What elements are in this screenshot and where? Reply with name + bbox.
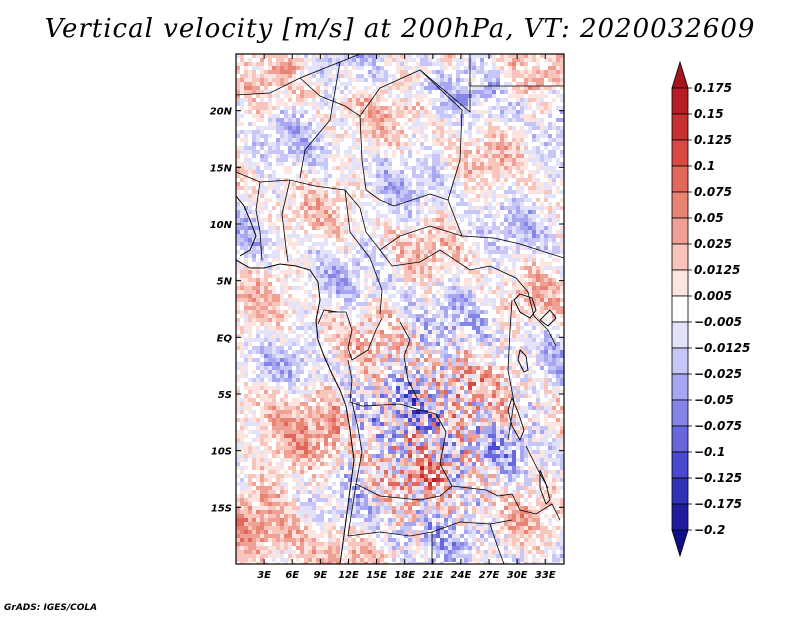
colorbar-label: 0.0125 [694, 263, 740, 277]
colorbar-swatch [671, 243, 689, 271]
country-borders [236, 54, 564, 564]
lat-label: 15N [210, 163, 233, 174]
colorbar-label: −0.005 [694, 315, 742, 329]
map-frame [235, 53, 565, 565]
lon-label: 30E [507, 570, 528, 581]
colorbar-label: −0.0125 [694, 341, 750, 355]
lat-label: 5N [217, 277, 233, 288]
coastline [236, 195, 355, 564]
vertical-velocity-field [236, 54, 564, 564]
chart-title: Vertical velocity [m/s] at 200hPa, VT: 2… [44, 14, 756, 44]
colorbar-label: −0.175 [694, 497, 742, 511]
colorbar-swatch [671, 451, 689, 479]
lon-label: 27E [479, 570, 500, 581]
colorbar-swatch [671, 139, 689, 167]
lon-label: 9E [313, 570, 327, 581]
colorbar-label: −0.075 [694, 419, 742, 433]
colorbar-swatch [671, 477, 689, 505]
latitude-axis: 20N 15N 10N 5N EQ 5S 10S 15S [210, 107, 564, 514]
colorbar-label: −0.125 [694, 471, 742, 485]
colorbar-swatch [671, 347, 689, 375]
colorbar-label: 0.025 [694, 237, 732, 251]
lon-label: 24E [451, 570, 472, 581]
lat-label: 20N [210, 107, 233, 118]
colorbar-swatch [671, 503, 689, 531]
colorbar-swatch [671, 425, 689, 453]
colorbar-label: 0.05 [694, 211, 724, 225]
lat-label: 15S [211, 503, 232, 514]
lon-label: 12E [338, 570, 359, 581]
colorbar-swatch [671, 321, 689, 349]
colorbar-swatch [671, 113, 689, 141]
colorbar-label: −0.1 [694, 445, 725, 459]
colorbar-swatch [671, 60, 689, 89]
colorbar-label: −0.05 [694, 393, 734, 407]
colorbar-swatch [671, 87, 689, 115]
lat-label: EQ [217, 333, 233, 344]
colorbar-label: 0.125 [694, 133, 732, 147]
great-lakes [507, 293, 557, 505]
lon-label: 6E [285, 570, 299, 581]
lat-label: 5S [218, 390, 232, 401]
colorbar-label: 0.1 [694, 159, 715, 173]
longitude-axis: 3E 6E 9E 12E 15E 18E 21E 24E 27E 30E 33E [257, 54, 556, 581]
colorbar-label: 0.175 [694, 81, 732, 95]
lon-label: 18E [394, 570, 415, 581]
colorbar-swatch [671, 295, 689, 323]
lon-label: 33E [535, 570, 556, 581]
colorbar-label: −0.025 [694, 367, 742, 381]
colorbar-swatch [671, 165, 689, 193]
lon-label: 21E [422, 570, 443, 581]
colorbar-label: 0.075 [694, 185, 732, 199]
colorbar-label: 0.005 [694, 289, 732, 303]
colorbar-swatch [671, 191, 689, 219]
colorbar-label: −0.2 [694, 523, 725, 537]
colorbar-swatch [671, 373, 689, 401]
colorbar-swatch [671, 529, 689, 558]
lon-label: 3E [257, 570, 271, 581]
grads-credit: GrADS: IGES/COLA [4, 603, 98, 613]
colorbar-swatch [671, 269, 689, 297]
colorbar-label: 0.15 [694, 107, 724, 121]
lat-label: 10N [210, 220, 233, 231]
lon-label: 15E [366, 570, 387, 581]
lat-label: 10S [211, 447, 232, 458]
colorbar-swatch [671, 217, 689, 245]
colorbar-swatch [671, 399, 689, 427]
